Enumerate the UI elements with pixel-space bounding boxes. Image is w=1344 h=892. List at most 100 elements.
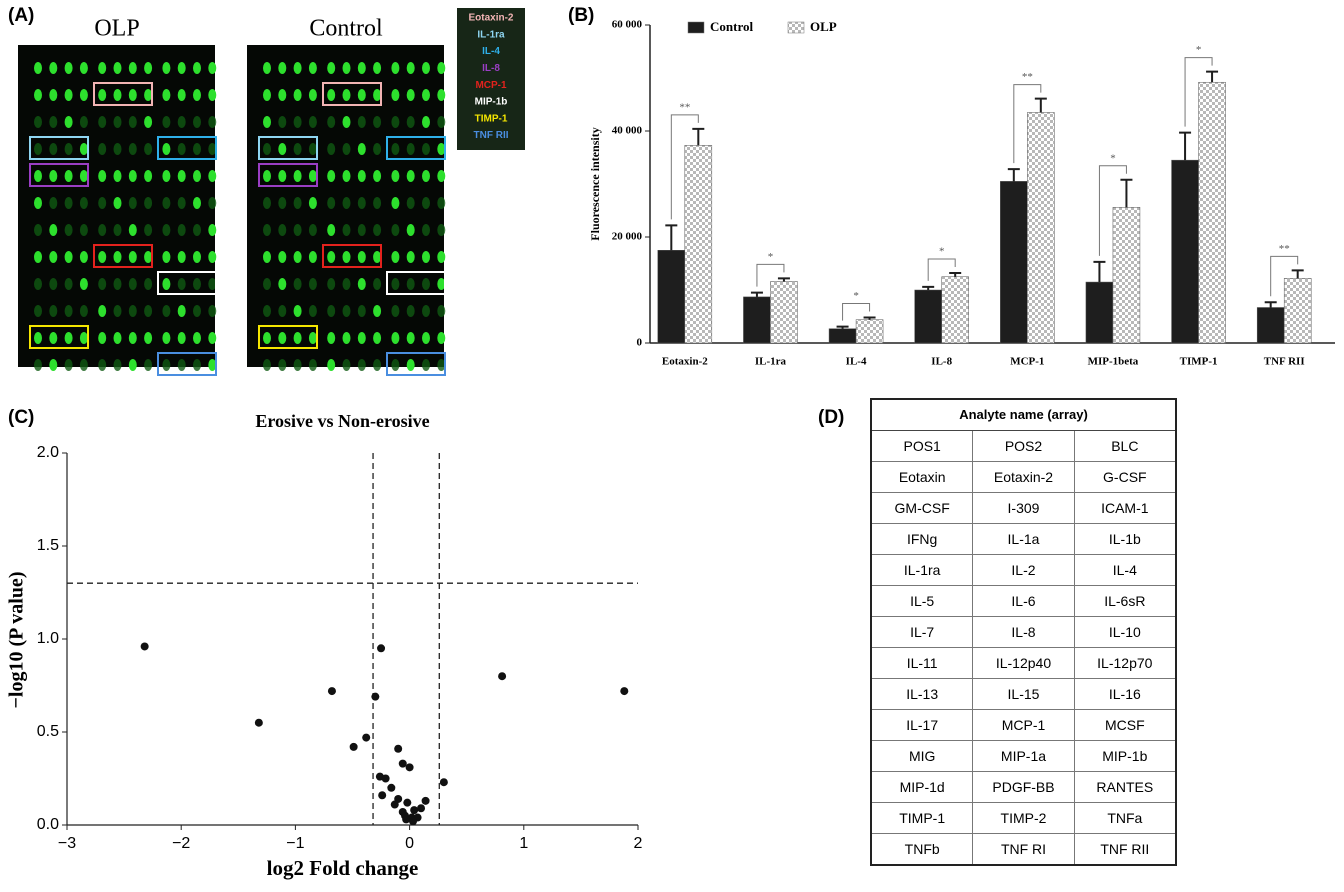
spot — [358, 62, 366, 74]
spot — [309, 197, 317, 209]
error-bar — [1179, 133, 1191, 161]
spot — [208, 305, 216, 317]
spot — [294, 359, 302, 371]
spot — [358, 278, 366, 290]
table-cell: IL-4 — [1075, 555, 1175, 585]
spot — [373, 278, 381, 290]
point — [391, 801, 399, 809]
table-cell: TNF RII — [1075, 834, 1175, 864]
error-bar — [1035, 99, 1047, 113]
table-cell: IL-6 — [973, 586, 1074, 616]
spot — [49, 359, 57, 371]
spot — [309, 89, 317, 101]
spot — [294, 305, 302, 317]
spot — [162, 143, 170, 155]
spot — [162, 251, 170, 263]
table-cell: RANTES — [1075, 772, 1175, 802]
spot — [422, 89, 430, 101]
spot — [65, 89, 73, 101]
spot — [34, 197, 42, 209]
table-cell: IL-1a — [973, 524, 1074, 554]
spot — [49, 251, 57, 263]
point — [401, 812, 409, 820]
spot — [278, 251, 286, 263]
significance-label: * — [939, 246, 945, 258]
spot — [422, 305, 430, 317]
point — [394, 745, 402, 753]
spot — [373, 62, 381, 74]
spot — [114, 170, 122, 182]
spot — [114, 116, 122, 128]
bar — [915, 290, 942, 343]
bar — [743, 297, 770, 343]
point — [328, 687, 336, 695]
spot — [437, 62, 445, 74]
x-tick-label: IL-8 — [931, 356, 952, 368]
spot — [278, 143, 286, 155]
spot — [278, 278, 286, 290]
analyte-table: Analyte name (array) POS1POS2BLCEotaxinE… — [870, 398, 1177, 866]
spot — [114, 332, 122, 344]
table-cell: IL-16 — [1075, 679, 1175, 709]
spot — [65, 359, 73, 371]
spot — [114, 143, 122, 155]
spot — [114, 359, 122, 371]
spot — [65, 116, 73, 128]
spot — [65, 278, 73, 290]
spot — [178, 332, 186, 344]
spot — [373, 116, 381, 128]
spot — [162, 224, 170, 236]
spot — [129, 116, 137, 128]
spot — [358, 359, 366, 371]
table-row: IL-13IL-15IL-16 — [872, 679, 1175, 710]
spot — [98, 332, 106, 344]
error-bar — [922, 287, 934, 290]
array-legend-label: IL-8 — [482, 63, 500, 74]
bar — [1113, 207, 1140, 343]
spot — [391, 143, 399, 155]
spot — [65, 143, 73, 155]
spot — [294, 116, 302, 128]
spot — [278, 170, 286, 182]
spot — [98, 305, 106, 317]
spot — [208, 224, 216, 236]
spot — [422, 197, 430, 209]
bar — [856, 320, 883, 343]
spot — [144, 89, 152, 101]
spot — [391, 170, 399, 182]
table-row: MIP-1dPDGF-BBRANTES — [872, 772, 1175, 803]
spot — [65, 332, 73, 344]
bar — [685, 145, 712, 343]
spot — [263, 332, 271, 344]
table-cell: GM-CSF — [872, 493, 973, 523]
spot — [422, 332, 430, 344]
spot — [294, 251, 302, 263]
table-cell: ICAM-1 — [1075, 493, 1175, 523]
chart-title: Erosive vs Non-erosive — [255, 411, 429, 431]
x-axis-label: log2 Fold change — [267, 856, 419, 880]
spot — [65, 197, 73, 209]
spot — [144, 116, 152, 128]
spot — [129, 278, 137, 290]
point — [620, 687, 628, 695]
spot — [309, 62, 317, 74]
spot — [65, 305, 73, 317]
table-cell: I-309 — [973, 493, 1074, 523]
table-header: Analyte name (array) — [872, 400, 1175, 431]
spot — [294, 332, 302, 344]
spot — [391, 224, 399, 236]
spot — [129, 170, 137, 182]
spot — [34, 224, 42, 236]
bar — [1257, 307, 1284, 343]
spot — [263, 62, 271, 74]
spot — [294, 170, 302, 182]
point — [387, 784, 395, 792]
group-title: Control — [309, 16, 383, 42]
spot — [373, 359, 381, 371]
y-tick-label: 0.0 — [37, 816, 59, 833]
spot — [422, 251, 430, 263]
spot — [162, 305, 170, 317]
spot — [407, 359, 415, 371]
error-bar — [837, 327, 849, 329]
